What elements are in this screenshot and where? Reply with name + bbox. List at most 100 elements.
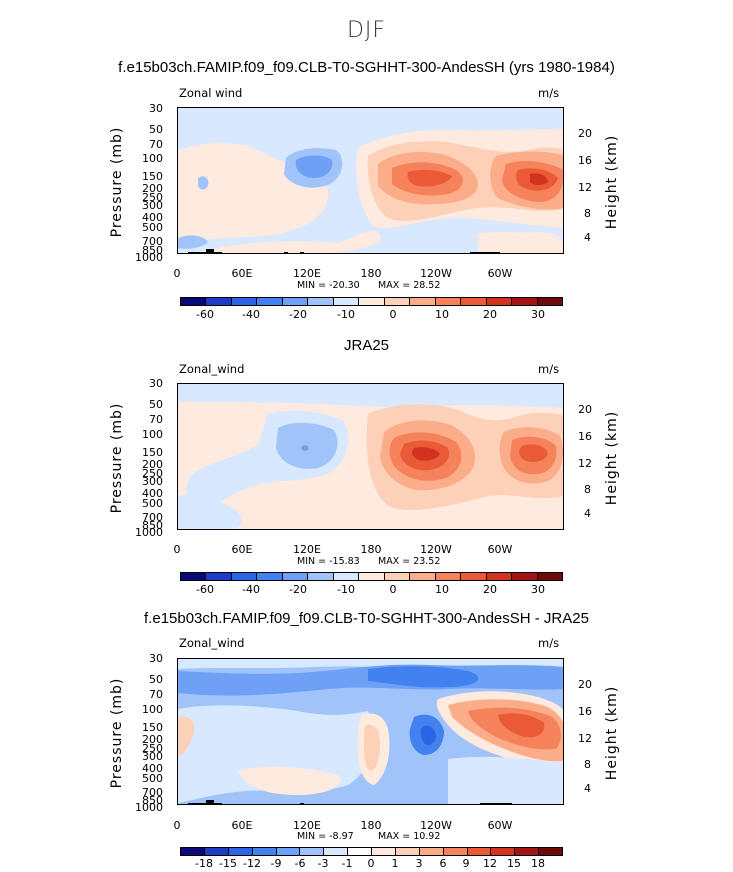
p2-cb-5 [282,573,309,580]
p3-xt-60w: 60W [487,819,513,832]
p2-pt-250: 250 [142,467,163,480]
p2-cb-label-5: 0 [389,583,397,596]
p2-xt-0: 0 [173,543,181,556]
p2-neg-15-dot [301,445,309,451]
panel-3-caption: Zonal_wind [179,636,245,650]
p1-cb-label-4: -10 [337,308,355,321]
panel-1-colorbar [180,297,563,306]
p3-pt-700: 700 [142,786,163,799]
p2-min-label: MIN = -15.83 [297,556,360,567]
p1-xt-0: 0 [173,267,181,280]
p2-cb-1 [181,573,207,580]
p1-xt-60e: 60E [231,267,253,280]
p3-pt-850: 850 [142,794,163,807]
p3-ht-12: 12 [578,732,592,745]
p1-pt-300: 300 [142,199,163,212]
p3-cb-1 [181,848,205,855]
panel-3-units: m/s [538,636,560,650]
p1-cb-10 [410,298,436,305]
p3-ht-4: 4 [584,782,591,795]
p3-cb-16 [539,848,562,855]
p3-cb-5 [276,848,301,855]
p1-cb-1 [181,298,207,305]
p2-ht-8: 8 [584,483,591,496]
p3-xt-60e: 60E [231,819,253,832]
p3-neg-1-top [178,659,563,671]
p3-cb-11 [419,848,444,855]
p3-pt-100: 100 [142,703,163,716]
p1-topo-east [470,252,500,253]
p1-ht-4: 4 [584,231,591,244]
panel-1-title: f.e15b03ch.FAMIP.f09_f09.CLB-T0-SGHHT-30… [118,59,615,76]
p1-pt-30: 30 [149,102,163,115]
p2-cb-7 [333,573,360,580]
panel-2-caption: Zonal_wind [179,362,245,376]
panel-3-colorbar [180,847,563,856]
p3-topo-small [300,803,304,804]
p3-pos-surface [238,766,341,795]
p3-pos-west [178,716,195,757]
p3-cb-6 [300,848,325,855]
p3-neg-12-mid [420,725,436,745]
p1-xt-180: 180 [360,267,382,280]
p3-ht-20: 20 [578,678,592,691]
p3-topo-andes-peak [206,800,214,804]
p3-cb-label-8: 0 [367,857,375,870]
p1-cb-label-1: -60 [196,308,214,321]
p2-neg-top [178,384,563,408]
p2-cb-label-4: -10 [337,583,355,596]
p1-ht-20: 20 [578,127,592,140]
p2-cb-6 [308,573,334,580]
p1-cb-9 [384,298,411,305]
p3-pt-70: 70 [149,688,163,701]
p3-pos-mid-3 [364,724,380,771]
p2-cb-11 [435,573,462,580]
p3-cb-label-7: -1 [341,857,353,870]
p2-xt-120e: 120E [293,543,321,556]
p1-pt-700: 700 [142,235,163,248]
p3-pt-300: 300 [142,750,163,763]
p2-pt-500: 500 [142,497,163,510]
p3-pt-200: 200 [142,733,163,746]
p3-topo-east [480,803,512,804]
p1-ht-16: 16 [578,154,592,167]
p3-cb-label-12: 9 [462,857,470,870]
p3-min-label: MIN = -8.97 [297,831,354,842]
p3-xt-120w: 120W [420,819,452,832]
p1-weak-pos-surface [194,231,381,253]
p3-neg-1-east-surface [448,756,563,804]
panel-1-caption: Zonal wind [179,86,243,100]
p3-ht-8: 8 [584,758,591,771]
p2-cb-8 [359,573,385,580]
p3-pt-150: 150 [142,721,163,734]
p1-cb-label-3: -20 [289,308,307,321]
p3-cb-4 [252,848,277,855]
p1-cb-14 [512,298,538,305]
p3-cb-14 [491,848,516,855]
p1-cb-15 [537,298,563,305]
p2-cb-3 [231,573,258,580]
p1-max-label: MAX = 28.52 [378,280,441,291]
p2-pos-20-b [519,444,548,462]
p2-cb-label-6: 10 [435,583,449,596]
panel-3-plot-area [177,658,564,805]
p1-cb-11 [435,298,462,305]
p2-xt-60w: 60W [487,543,513,556]
p2-cb-label-1: -60 [196,583,214,596]
p1-pt-850: 850 [142,244,163,257]
p3-pt-250: 250 [142,742,163,755]
panel-3-title: f.e15b03ch.FAMIP.f09_f09.CLB-T0-SGHHT-30… [144,610,589,627]
p1-pt-70: 70 [149,138,163,151]
p1-min-label: MIN = -20.30 [297,280,360,291]
panel-2-title: JRA25 [343,337,390,354]
p1-xt-60w: 60W [487,267,513,280]
p1-pt-250: 250 [142,191,163,204]
p1-cb-label-2: -40 [242,308,260,321]
p1-neg-small [198,176,209,190]
p1-neg-20 [295,155,333,178]
p1-pt-200: 200 [142,182,163,195]
p1-weak-pos-surface-east [478,232,563,253]
p1-topo-south-america [188,252,222,253]
p1-pos-30 [530,173,548,185]
panel-1-ylabel: Pressure (mb) [109,126,125,238]
